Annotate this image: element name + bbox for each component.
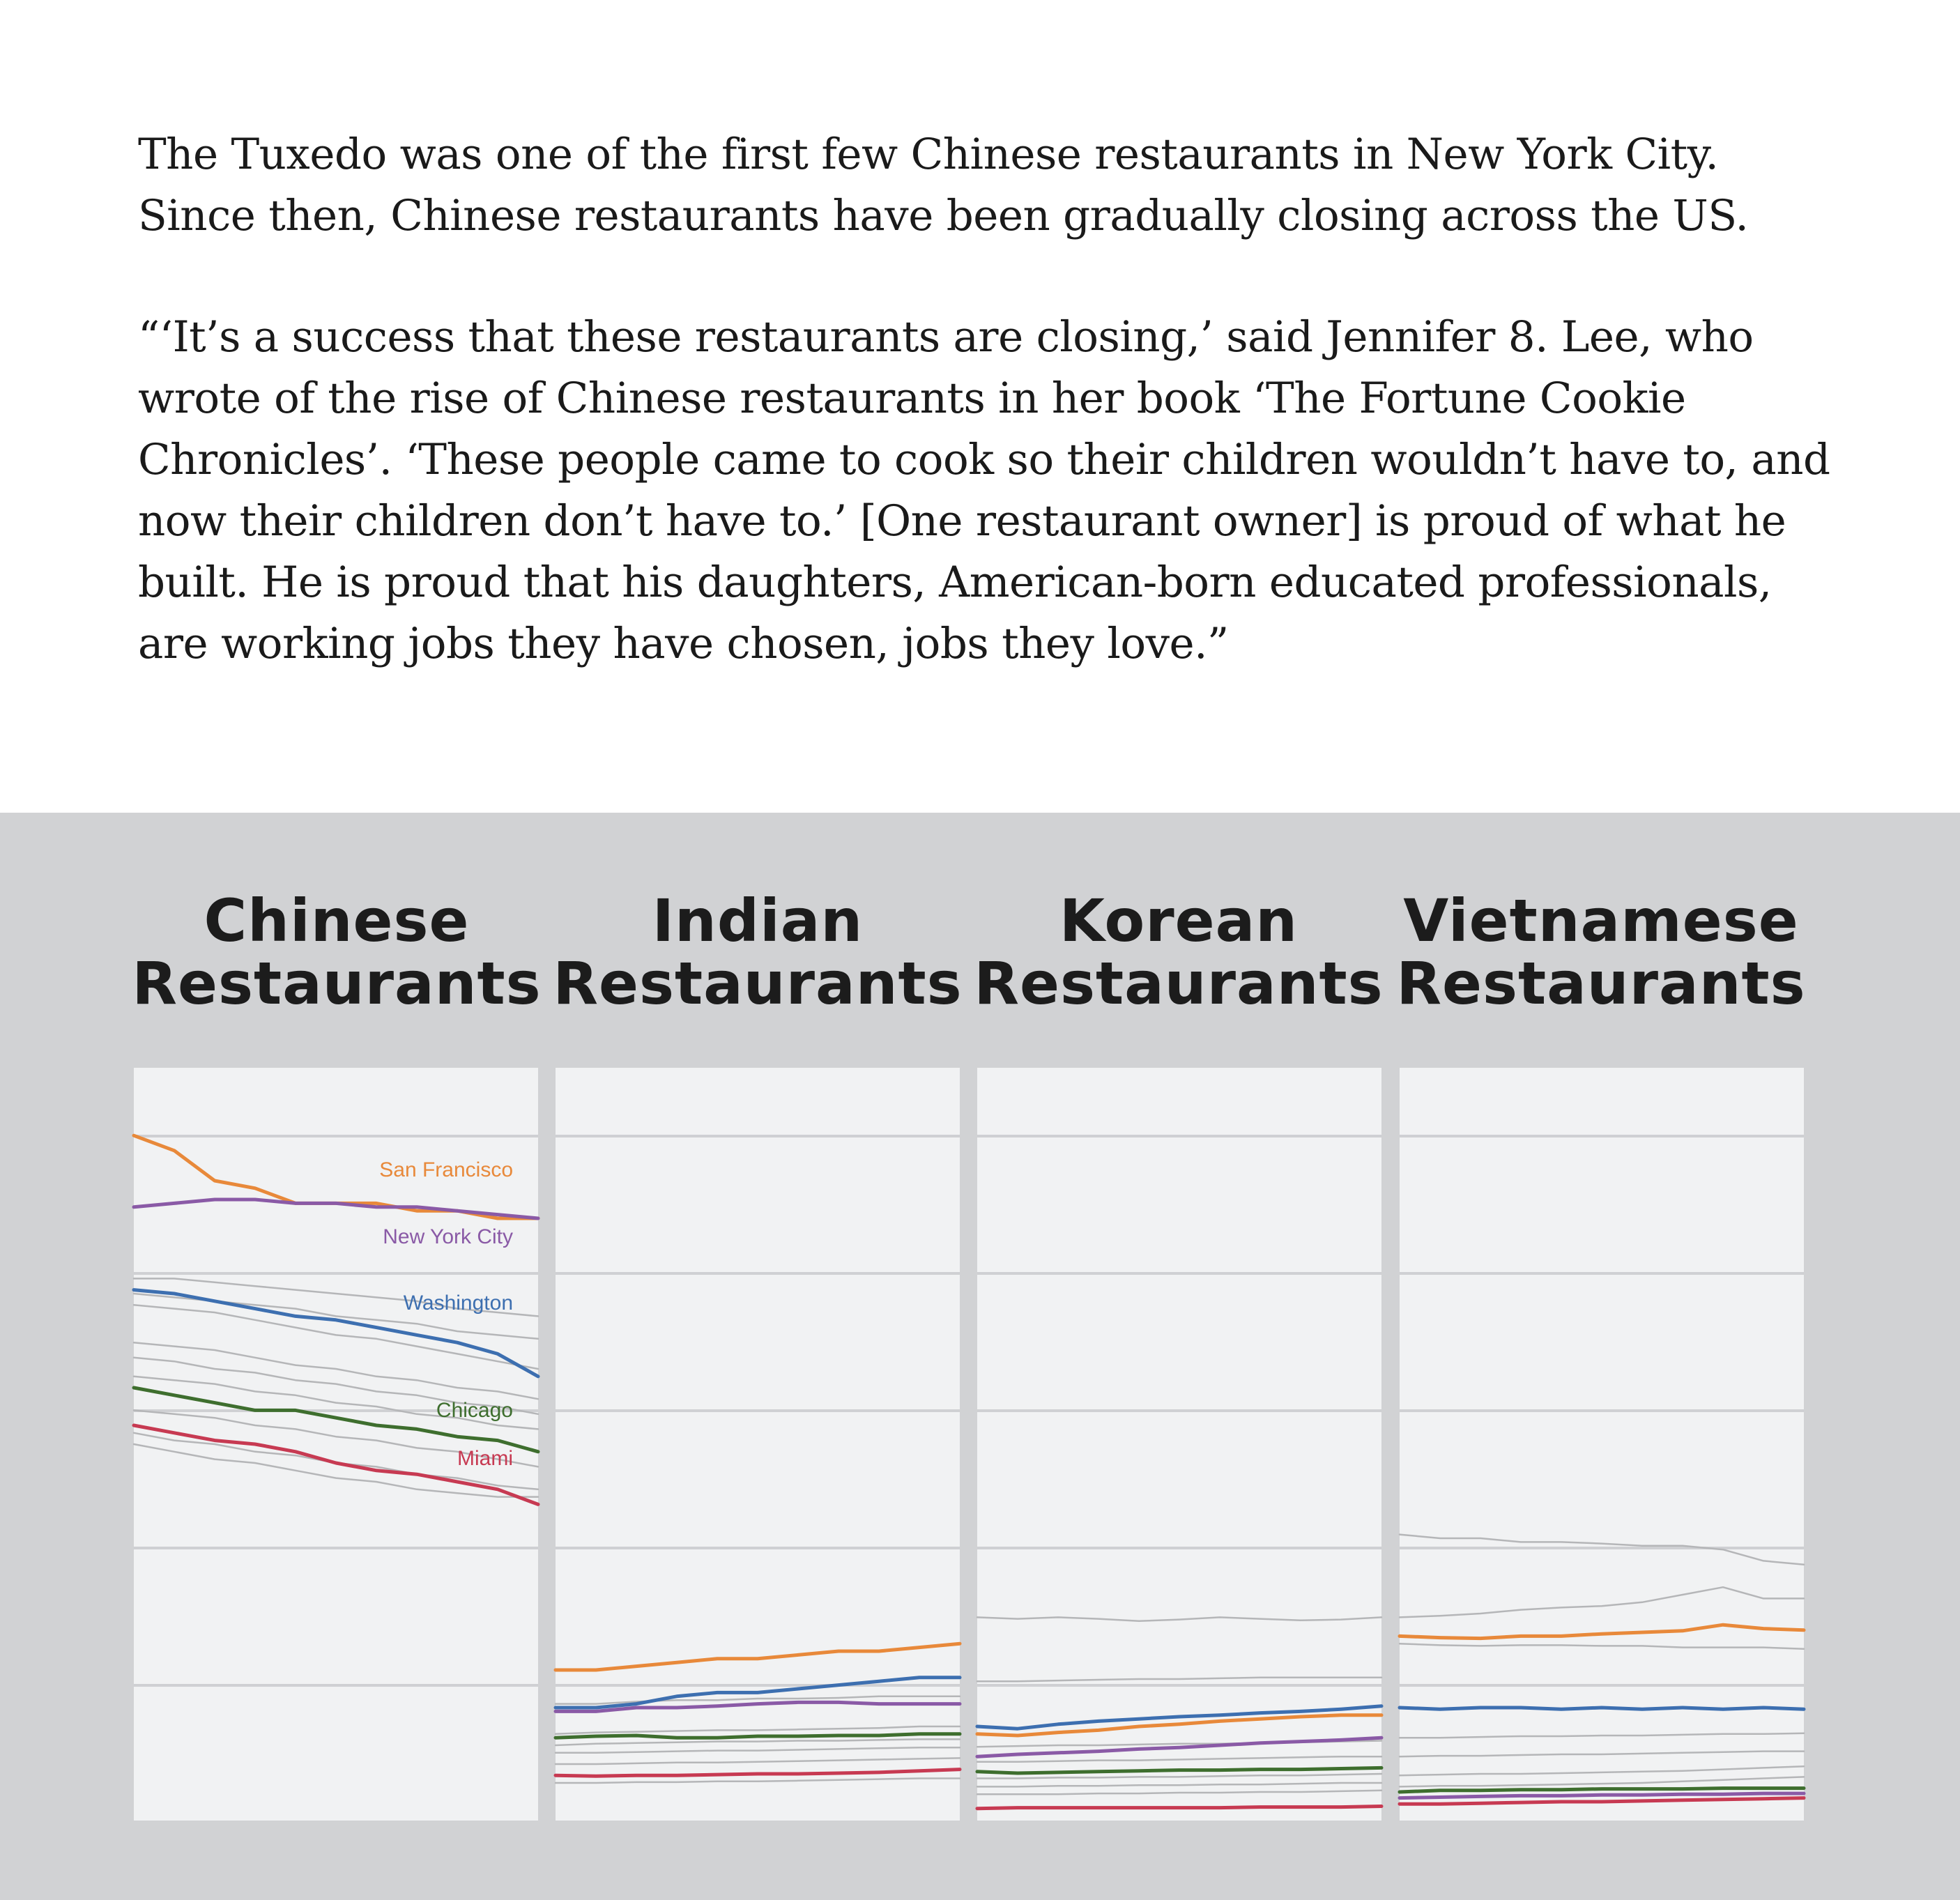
series-line-san-francisco xyxy=(1398,1623,1806,1641)
series-line-new-york-city xyxy=(975,1736,1384,1759)
panel-title-line2: Restaurants xyxy=(974,949,1384,1018)
series-line-miami xyxy=(553,1768,962,1778)
series-line-miami xyxy=(1398,1796,1806,1806)
panel-title-korean: Korean Restaurants xyxy=(970,889,1388,1015)
series-label-washington: Washington xyxy=(404,1292,513,1315)
series-line-chicago xyxy=(1398,1786,1806,1794)
series-line-other-city xyxy=(132,1303,539,1370)
series-line-other-city xyxy=(132,1356,539,1416)
series-line-new-york-city xyxy=(553,1700,962,1713)
series-line-other-city xyxy=(1398,1642,1805,1650)
plot-area xyxy=(1400,1068,1804,1821)
series-line-other-city xyxy=(1398,1586,1805,1618)
series-line-other-city xyxy=(554,1725,961,1736)
series-line-washington xyxy=(553,1676,962,1710)
panel-chinese-restaurants: San Francisco New York City Washington Chic… xyxy=(132,1068,540,1821)
series-line-other-city xyxy=(1398,1776,1805,1788)
series-line-miami xyxy=(132,1423,540,1506)
panel-indian-restaurants xyxy=(553,1068,962,1821)
series-line-other-city xyxy=(976,1755,1383,1763)
series-line-san-francisco xyxy=(553,1641,962,1672)
intro-text: The Tuxedo was one of the first few Chin… xyxy=(138,124,1839,735)
series-line-other-city xyxy=(1398,1732,1805,1739)
series-line-other-city xyxy=(1398,1533,1805,1566)
series-line-other-city xyxy=(554,1757,961,1765)
series-line-washington xyxy=(975,1704,1384,1731)
series-line-other-city xyxy=(132,1341,539,1400)
series-line-other-city xyxy=(132,1278,539,1317)
series-line-other-city xyxy=(1398,1765,1805,1777)
panel-vietnamese-restaurants xyxy=(1398,1068,1806,1821)
series-line-other-city xyxy=(554,1695,961,1705)
panel-title-line2: Restaurants xyxy=(553,949,963,1018)
series-line-chicago xyxy=(975,1765,1384,1775)
series-line-other-city xyxy=(132,1443,539,1498)
series-line-other-city xyxy=(976,1789,1383,1795)
panel-title-line2: Restaurants xyxy=(132,949,542,1018)
series-line-chicago xyxy=(132,1386,540,1454)
series-line-san-francisco xyxy=(975,1713,1384,1738)
series-line-new-york-city xyxy=(132,1197,540,1220)
series-line-chicago xyxy=(553,1732,962,1740)
intro-paragraph-1: The Tuxedo was one of the first few Chin… xyxy=(138,130,1749,240)
plot-area xyxy=(556,1068,960,1821)
series-line-other-city xyxy=(976,1616,1383,1623)
panel-korean-restaurants xyxy=(975,1068,1384,1821)
panel-title-line1: Indian xyxy=(652,887,864,955)
plot-area xyxy=(977,1068,1381,1821)
panel-title-line2: Restaurants xyxy=(1396,949,1806,1018)
intro-quote-paragraph: “‘It’s a success that these restaurants … xyxy=(138,312,1830,668)
panel-title-line1: Vietnamese xyxy=(1403,887,1799,955)
series-line-other-city xyxy=(976,1676,1383,1683)
panel-title-chinese: Chinese Restaurants xyxy=(128,889,546,1015)
plot-area xyxy=(134,1068,538,1821)
series-line-new-york-city xyxy=(1398,1791,1806,1800)
series-label-new-york-city: New York City xyxy=(383,1225,513,1248)
panel-title-vietnamese: Vietnamese Restaurants xyxy=(1392,889,1810,1015)
series-line-miami xyxy=(975,1805,1384,1811)
series-line-other-city xyxy=(976,1782,1383,1788)
panel-title-line1: Korean xyxy=(1059,887,1299,955)
series-line-washington xyxy=(1398,1706,1806,1711)
series-line-other-city xyxy=(554,1746,961,1754)
series-line-other-city xyxy=(554,1738,961,1747)
series-label-chicago: Chicago xyxy=(436,1399,513,1422)
series-line-washington xyxy=(132,1288,540,1379)
panel-title-indian: Indian Restaurants xyxy=(549,889,967,1015)
series-line-other-city xyxy=(132,1409,539,1468)
series-line-other-city xyxy=(132,1375,539,1430)
series-label-miami: Miami xyxy=(457,1447,513,1470)
series-label-san-francisco: San Francisco xyxy=(379,1158,513,1181)
series-line-other-city xyxy=(1398,1750,1805,1758)
series-line-other-city xyxy=(554,1777,961,1784)
panel-title-line1: Chinese xyxy=(204,887,470,955)
series-line-other-city xyxy=(976,1772,1383,1779)
